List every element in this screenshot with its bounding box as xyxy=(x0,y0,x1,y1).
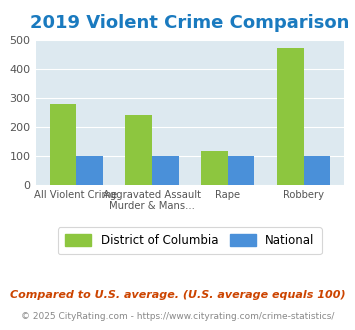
Title: 2019 Violent Crime Comparison: 2019 Violent Crime Comparison xyxy=(30,15,350,32)
Bar xyxy=(50,104,76,185)
Legend: District of Columbia, National: District of Columbia, National xyxy=(58,227,322,254)
Bar xyxy=(228,156,255,185)
Bar xyxy=(152,156,179,185)
Text: © 2025 CityRating.com - https://www.cityrating.com/crime-statistics/: © 2025 CityRating.com - https://www.city… xyxy=(21,312,334,321)
Bar xyxy=(125,115,152,185)
Bar xyxy=(76,156,103,185)
Text: Compared to U.S. average. (U.S. average equals 100): Compared to U.S. average. (U.S. average … xyxy=(10,290,345,300)
Bar xyxy=(201,150,228,185)
Bar xyxy=(277,48,304,185)
Bar xyxy=(304,156,330,185)
